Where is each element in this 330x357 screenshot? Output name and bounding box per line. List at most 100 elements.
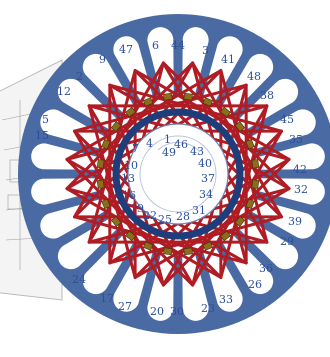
coil-block xyxy=(163,92,173,101)
slot-label: 17 xyxy=(100,292,114,305)
coil-block xyxy=(183,92,193,101)
winding-chord xyxy=(73,215,248,265)
winding-chord xyxy=(191,129,283,287)
inner-label: 28 xyxy=(176,210,190,223)
stator-slot xyxy=(247,109,316,150)
stator-slot xyxy=(182,27,209,98)
rotor-inner-ring xyxy=(127,123,229,225)
winding-chord xyxy=(108,215,283,265)
coil-block xyxy=(202,97,214,107)
inner-label: 40 xyxy=(198,157,212,170)
slot-label: 33 xyxy=(219,293,233,306)
slot-label: 9 xyxy=(99,53,106,66)
inner-label: 22 xyxy=(143,209,157,222)
winding-chord xyxy=(73,129,165,287)
coil-blocks xyxy=(96,92,260,256)
winding-chord xyxy=(87,104,137,279)
coil-block xyxy=(101,138,111,150)
rotor-arc-detail xyxy=(157,141,201,153)
coil-block xyxy=(220,106,231,118)
winding-chord xyxy=(191,61,283,219)
inner-label: 10 xyxy=(124,159,138,172)
coil-block xyxy=(125,106,136,118)
stator-slot xyxy=(182,250,209,321)
slot-label: 26 xyxy=(248,278,262,291)
slot-label: 42 xyxy=(293,163,307,176)
slot-label: 20 xyxy=(150,305,164,318)
inner-label: 31 xyxy=(192,204,206,217)
stator-slot xyxy=(40,109,109,150)
slot-label: 47 xyxy=(119,43,133,56)
rotor-thin-ring xyxy=(139,135,217,213)
inner-label: 13 xyxy=(121,172,135,185)
coil-block xyxy=(251,179,260,189)
inner-label: 7 xyxy=(132,142,139,155)
rotor-rings xyxy=(112,108,244,240)
winding-chord xyxy=(65,69,223,161)
inner-label: 4 xyxy=(146,137,153,150)
inner-label: 34 xyxy=(199,188,213,201)
inner-label: 19 xyxy=(130,202,144,215)
coil-block xyxy=(234,216,246,227)
stator-slot xyxy=(147,27,174,98)
coil-block xyxy=(142,241,154,251)
inner-label: 25 xyxy=(158,213,172,226)
winding-chord xyxy=(108,83,283,133)
coil-block xyxy=(142,97,154,107)
coil-block xyxy=(96,179,105,189)
slot-label: 29 xyxy=(280,235,294,248)
winding-chord xyxy=(65,187,223,279)
winding-chord xyxy=(87,69,137,244)
slot-label: 3 xyxy=(202,44,209,57)
winding-chord xyxy=(73,83,248,133)
stator-slot xyxy=(31,178,102,205)
slot-label: 32 xyxy=(294,183,308,196)
coil-block xyxy=(163,247,173,256)
slot-label: 48 xyxy=(247,70,261,83)
slot-label: 44 xyxy=(171,39,185,52)
winding-chord xyxy=(133,69,291,161)
stator-slot xyxy=(113,243,154,312)
coil-block xyxy=(245,198,255,210)
slot-label: 24 xyxy=(72,273,86,286)
winding-chord xyxy=(161,157,291,287)
slot-label: 27 xyxy=(118,300,132,313)
stator-slot xyxy=(254,143,325,170)
slot-label: 38 xyxy=(260,89,274,102)
coil-block xyxy=(96,159,105,169)
coil-block xyxy=(110,216,122,227)
slot-label: 5 xyxy=(42,113,49,126)
coil-block xyxy=(245,138,255,150)
inner-label: 49 xyxy=(162,146,176,159)
stator-slot xyxy=(202,243,243,312)
winding-chord xyxy=(219,104,269,279)
slot-label: 2 xyxy=(76,70,83,83)
slot-label: 45 xyxy=(280,113,294,126)
coil-block xyxy=(234,121,246,132)
rotor-outer-ring xyxy=(112,108,244,240)
stator-slot xyxy=(40,198,109,239)
coil-block xyxy=(220,230,231,242)
coil-block xyxy=(202,241,214,251)
inner-label: 16 xyxy=(122,189,136,202)
inner-label: 46 xyxy=(174,138,188,151)
winding-chord xyxy=(65,61,195,191)
inner-label: 43 xyxy=(190,145,204,158)
coil-block xyxy=(101,198,111,210)
coil-block xyxy=(110,121,122,132)
coil-block xyxy=(251,159,260,169)
coil-block xyxy=(183,247,193,256)
outer-slot-labels: 47 6 44 3 9 41 2 48 12 38 5 45 15 35 42 … xyxy=(35,39,308,318)
stator-slot xyxy=(247,198,316,239)
slot-label: 30 xyxy=(170,305,184,318)
slot-label: 35 xyxy=(289,133,303,146)
winding-chord xyxy=(219,69,269,244)
stator-slot xyxy=(202,36,243,105)
stator-slot xyxy=(113,36,154,105)
winding-chord xyxy=(133,187,291,279)
slot-label: 41 xyxy=(221,53,235,66)
slot-label: 23 xyxy=(201,302,215,315)
slot-label: 6 xyxy=(152,39,159,52)
winding-chord xyxy=(161,61,291,191)
